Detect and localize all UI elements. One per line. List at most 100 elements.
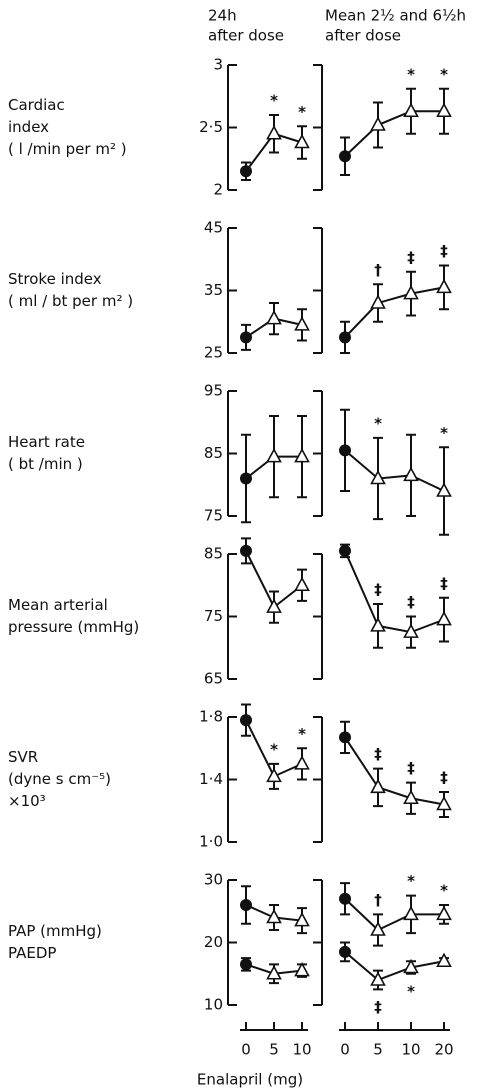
marker-triangle	[370, 116, 386, 131]
annotation: *	[440, 424, 448, 442]
annotation: *	[374, 414, 382, 432]
marker-triangle	[403, 102, 419, 118]
x-axis-label: Enalapril (mg)	[197, 1071, 303, 1089]
marker-triangle	[436, 610, 452, 626]
x-tick-label: 5	[373, 1041, 383, 1059]
annotation: ‡	[374, 745, 382, 763]
annotation: ‡	[440, 574, 448, 592]
marker-triangle	[266, 125, 282, 140]
marker-filled	[339, 945, 351, 958]
series-line	[344, 736, 445, 806]
y-axis-label: PAEDP	[8, 944, 56, 962]
marker-triangle	[266, 447, 282, 463]
y-axis-label: Heart rate	[8, 433, 85, 451]
y-tick-label: 45	[204, 219, 223, 237]
y-tick-label: 3	[213, 56, 223, 74]
y-tick-label: 95	[204, 382, 223, 400]
marker-filled	[240, 472, 252, 485]
annotation: *	[440, 65, 448, 83]
series-line	[344, 951, 445, 982]
annotation: *	[298, 103, 306, 121]
marker-triangle	[436, 952, 452, 968]
marker-triangle	[436, 102, 452, 118]
marker-filled	[240, 331, 252, 344]
marker-triangle	[403, 905, 419, 921]
x-tick-label: 10	[401, 1041, 420, 1059]
y-tick-label: 1·4	[199, 770, 223, 788]
marker-triangle	[370, 971, 386, 986]
series-line	[344, 286, 445, 339]
marker-filled	[339, 892, 351, 905]
marker-filled	[339, 544, 351, 557]
y-tick-label: 2·5	[199, 118, 223, 136]
series-line	[344, 110, 444, 157]
marker-triangle	[294, 576, 310, 592]
y-tick-label: 65	[204, 670, 223, 688]
marker-triangle	[294, 133, 310, 149]
annotation: ‡	[440, 769, 448, 787]
y-tick-label: 30	[204, 871, 223, 889]
y-tick-label: 75	[204, 607, 223, 625]
annotation: *	[407, 65, 415, 83]
y-tick-label: 75	[204, 507, 223, 525]
y-axis-label: PAP (mmHg)	[8, 922, 102, 940]
annotation: ‡	[374, 581, 382, 599]
column-header: after dose	[325, 27, 401, 45]
annotation: *	[407, 982, 415, 1000]
column-header: 24h	[208, 7, 237, 25]
x-tick-label: 5	[269, 1041, 279, 1059]
marker-triangle	[266, 965, 282, 980]
marker-triangle	[403, 466, 419, 482]
series-line	[344, 898, 444, 932]
series-line	[344, 550, 445, 634]
y-tick-label: 2	[213, 181, 223, 199]
column-header: Mean 2½ and 6½h	[325, 7, 466, 25]
y-tick-label: 25	[204, 344, 223, 362]
y-tick-label: 85	[204, 545, 223, 563]
marker-triangle	[370, 617, 386, 632]
annotation: *	[270, 92, 278, 110]
marker-triangle	[436, 905, 452, 921]
y-tick-label: 35	[204, 281, 223, 299]
annotation: *	[298, 725, 306, 743]
marker-filled	[339, 731, 351, 744]
marker-triangle	[294, 911, 310, 927]
y-axis-label: Mean arterial	[8, 596, 108, 614]
y-tick-label: 10	[204, 996, 223, 1014]
annotation: ‡	[407, 248, 415, 266]
y-tick-label: 1·8	[199, 708, 223, 726]
x-tick-label: 0	[340, 1041, 350, 1059]
marker-triangle	[436, 482, 452, 497]
marker-filled	[339, 444, 351, 457]
y-axis-label: index	[8, 118, 49, 136]
x-tick-label: 10	[292, 1041, 311, 1059]
marker-triangle	[403, 789, 419, 805]
marker-triangle	[266, 767, 282, 783]
y-axis-label: ( l /min per m² )	[8, 140, 127, 158]
marker-filled	[240, 165, 252, 178]
x-tick-label: 0	[241, 1041, 251, 1059]
marker-triangle	[266, 598, 282, 613]
series-line	[344, 449, 445, 492]
y-axis-label: ×10³	[8, 792, 46, 810]
marker-triangle	[403, 284, 419, 300]
marker-triangle	[294, 447, 310, 463]
marker-triangle	[403, 623, 419, 638]
marker-triangle	[403, 958, 419, 974]
marker-triangle	[370, 778, 386, 794]
marker-triangle	[370, 921, 386, 936]
y-axis-label: (dyne s cm⁻⁵)	[8, 770, 111, 788]
marker-triangle	[370, 294, 386, 309]
y-axis-label: pressure (mmHg)	[8, 618, 139, 636]
marker-triangle	[294, 316, 310, 331]
annotation: †	[374, 891, 382, 909]
y-axis-label: Cardiac	[8, 96, 65, 114]
annotation: *	[270, 740, 278, 758]
annotation: ‡	[440, 242, 448, 260]
y-axis-label: Stroke index	[8, 270, 102, 288]
x-tick-label: 20	[434, 1041, 453, 1059]
annotation: *	[407, 872, 415, 890]
marker-triangle	[294, 961, 310, 977]
y-axis-label: SVR	[8, 748, 38, 766]
